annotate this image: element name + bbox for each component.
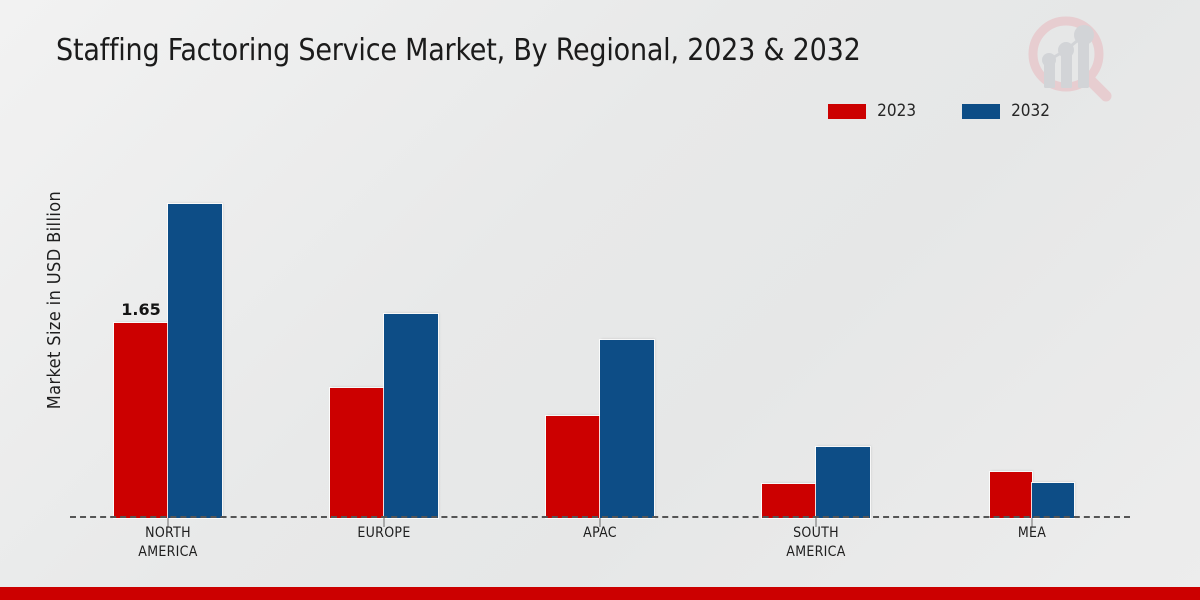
legend-label-2023: 2023 (877, 101, 917, 121)
x-axis-label-apac: APAC (492, 524, 708, 562)
legend-item-2032[interactable]: 2032 (962, 103, 1050, 120)
bar-2023-apac[interactable] (546, 416, 600, 518)
bar-value-label: 1.65 (121, 300, 161, 320)
bar-2032-apac[interactable] (600, 339, 654, 518)
x-axis-label-line: EUROPE (357, 525, 411, 541)
bar-group (276, 140, 492, 527)
bar-2023-mea[interactable] (990, 471, 1032, 518)
bar-pair (924, 140, 1140, 518)
x-axis-label-line: AMERICA (786, 544, 846, 560)
x-axis-label-line: MEA (1017, 525, 1047, 541)
bar-2023-south-america[interactable] (762, 483, 816, 518)
x-axis-label-line: SOUTH (793, 525, 839, 541)
bar-groups: 1.65 (60, 140, 1140, 527)
bar-2032-north-america[interactable] (168, 203, 222, 518)
chart-title: Staffing Factoring Service Market, By Re… (56, 33, 861, 68)
bar-group (492, 140, 708, 527)
x-axis-label-mea: MEA (924, 524, 1140, 562)
x-axis-tick (599, 518, 601, 527)
chart-legend: 2023 2032 (828, 103, 1050, 120)
x-axis-label-north-america: NORTH AMERICA (60, 524, 276, 562)
bar-2023-north-america[interactable]: 1.65 (114, 300, 168, 518)
bar-2032-south-america[interactable] (816, 447, 870, 518)
footer-accent-strip (0, 587, 1200, 600)
x-axis-tick (815, 518, 817, 527)
bar-pair (708, 140, 924, 518)
x-axis-label-line: APAC (583, 525, 617, 541)
x-axis-label-europe: EUROPE (276, 524, 492, 562)
x-axis-label-line: AMERICA (138, 544, 198, 560)
bar-group: 1.65 (60, 140, 276, 527)
x-axis-tick (167, 518, 169, 527)
x-axis-tick (383, 518, 385, 527)
x-axis-label-south-america: SOUTH AMERICA (708, 524, 924, 562)
legend-swatch-2023 (828, 104, 867, 119)
bar-group (708, 140, 924, 527)
plot-area: 1.65 (60, 140, 1140, 527)
bar-2032-mea[interactable] (1032, 482, 1074, 518)
legend-swatch-2032 (962, 104, 1001, 119)
bar-pair: 1.65 (60, 140, 276, 518)
bar-2023-europe[interactable] (330, 388, 384, 518)
bar-2032-europe[interactable] (384, 313, 438, 518)
legend-label-2032: 2032 (1011, 101, 1050, 121)
x-axis-tick (1031, 518, 1033, 527)
legend-item-2023[interactable]: 2023 (828, 103, 916, 120)
watermark-logo-icon (1014, 8, 1122, 104)
x-axis-category-labels: NORTH AMERICA EUROPE APAC SOUTH AMERICA MEA (60, 524, 1140, 562)
x-axis-baseline (70, 516, 1130, 518)
bar-group (924, 140, 1140, 527)
bar-pair (276, 140, 492, 518)
x-axis-label-line: NORTH (145, 525, 191, 541)
bar-pair (492, 140, 708, 518)
